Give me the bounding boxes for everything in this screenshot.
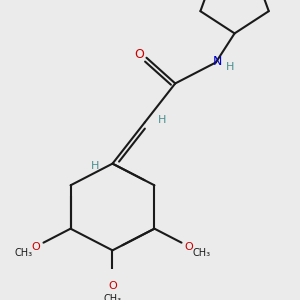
Text: O: O (185, 242, 194, 252)
Text: CH₃: CH₃ (103, 294, 122, 300)
Text: CH₃: CH₃ (193, 248, 211, 258)
Text: CH₃: CH₃ (14, 248, 32, 258)
Text: H: H (158, 115, 166, 124)
Text: N: N (213, 55, 222, 68)
Text: O: O (108, 281, 117, 291)
Text: O: O (32, 242, 40, 252)
Text: H: H (226, 62, 234, 73)
Text: H: H (91, 161, 100, 171)
Text: O: O (135, 48, 145, 61)
